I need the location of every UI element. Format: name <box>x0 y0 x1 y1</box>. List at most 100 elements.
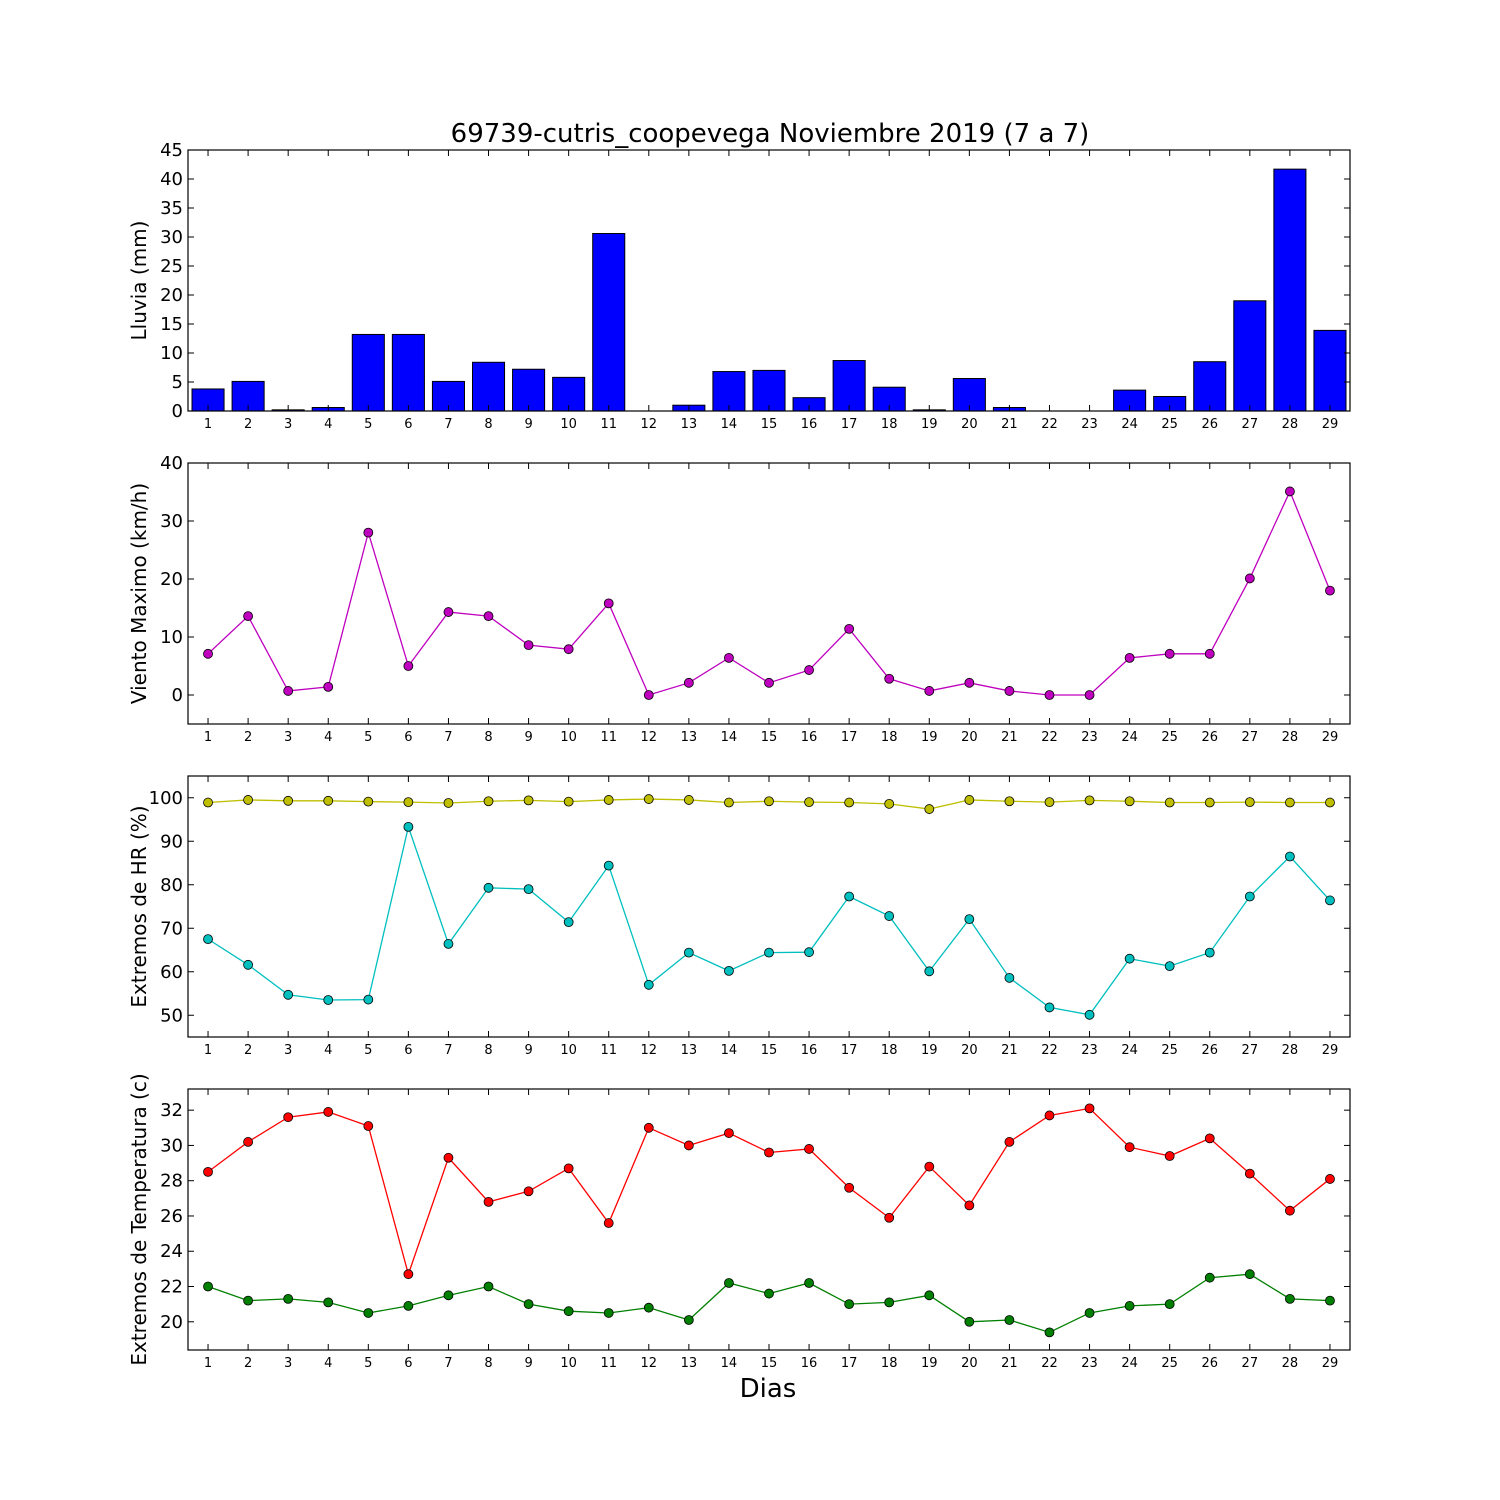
rain-y-tick-label: 40 <box>160 169 183 190</box>
wind-x-tick-label: 23 <box>1081 730 1098 745</box>
humidity-point <box>804 947 814 958</box>
humidity-point <box>483 882 494 893</box>
wind-point <box>964 677 975 688</box>
rain-bar <box>832 360 866 412</box>
wind-point <box>1285 486 1295 497</box>
temperature-point <box>884 1297 895 1308</box>
temperature-point <box>563 1306 574 1317</box>
temperature-x-tick-label: 12 <box>641 1356 658 1371</box>
temperature-point <box>363 1121 374 1131</box>
humidity-point <box>243 795 254 805</box>
rain-bar <box>1193 361 1227 412</box>
wind-x-tick-label: 12 <box>641 730 658 745</box>
temperature-x-tick-label: 22 <box>1041 1356 1058 1371</box>
wind-point <box>683 677 694 688</box>
wind-point <box>643 690 654 700</box>
temperature-point <box>523 1299 534 1310</box>
humidity-y-tick-label: 70 <box>160 918 183 939</box>
temperature-x-tick-label: 8 <box>484 1356 492 1371</box>
wind-panel: 1 2 3 4 5 6 7 8 9 10 11 12 13 14 15 16 17 18 19 20 21 22 23 24 2… <box>127 453 1351 745</box>
temperature-y-tick-label: 22 <box>160 1277 183 1298</box>
humidity-x-tick-label: 1 <box>204 1043 212 1058</box>
humidity-point <box>363 796 374 807</box>
wind-point <box>1084 690 1095 700</box>
humidity-point <box>1204 797 1215 808</box>
temperature-x-tick-label: 3 <box>284 1356 292 1371</box>
wind-x-tick-label: 25 <box>1161 730 1178 745</box>
humidity-point <box>283 795 294 806</box>
wind-x-tick-label: 20 <box>961 730 978 745</box>
temperature-point <box>1164 1151 1175 1161</box>
temperature-x-tick-label: 2 <box>244 1356 252 1371</box>
wind-x-tick-label: 24 <box>1121 730 1138 745</box>
temperature-x-tick-label: 20 <box>961 1356 978 1371</box>
temperature-point <box>323 1297 334 1308</box>
wind-point <box>243 611 254 622</box>
humidity-point <box>403 797 414 807</box>
wind-point <box>844 623 855 634</box>
temperature-x-tick-label: 5 <box>364 1356 372 1371</box>
humidity-x-tick-label: 22 <box>1041 1043 1058 1058</box>
humidity-x-tick-label: 25 <box>1161 1043 1178 1058</box>
temperature-point <box>844 1182 855 1193</box>
humidity-point <box>764 947 774 958</box>
temperature-x-tick-label: 9 <box>524 1356 532 1371</box>
temperature-x-tick-label: 19 <box>921 1356 938 1371</box>
humidity-point <box>563 917 574 928</box>
rain-x-tick-label: 2 <box>244 417 252 432</box>
wind-point <box>563 644 574 655</box>
humidity-point <box>603 860 614 871</box>
humidity-point <box>1124 796 1135 807</box>
temperature-x-tick-label: 27 <box>1242 1356 1259 1371</box>
humidity-x-tick-label: 6 <box>404 1043 412 1058</box>
rain-bar <box>712 371 746 412</box>
temperature-point <box>924 1290 935 1301</box>
humidity-point <box>483 796 494 807</box>
humidity-y-tick-label: 50 <box>160 1005 183 1026</box>
humidity-point <box>1204 947 1215 958</box>
humidity-x-tick-label: 23 <box>1081 1043 1098 1058</box>
humidity-point <box>523 884 534 894</box>
humidity-point <box>323 795 334 806</box>
humidity-point <box>724 965 734 976</box>
humidity-point <box>1325 797 1335 808</box>
humidity-point <box>563 796 574 807</box>
temperature-y-axis-label: Extremos de Temperatura (c) <box>127 1073 151 1365</box>
wind-point <box>523 640 534 651</box>
wind-x-tick-label: 6 <box>404 730 412 745</box>
wind-point <box>443 607 454 617</box>
temperature-point <box>1124 1142 1135 1153</box>
wind-x-tick-label: 14 <box>721 730 738 745</box>
temperature-point <box>724 1278 734 1288</box>
temperature-x-tick-label: 17 <box>841 1356 858 1371</box>
humidity-x-tick-label: 24 <box>1121 1043 1138 1058</box>
temperature-panel: 1 2 3 4 5 6 7 8 9 10 11 12 13 14 15 16 17 18 19 20 21 22 23 24 2… <box>127 1073 1351 1371</box>
wind-y-tick-label: 10 <box>160 627 183 648</box>
temperature-point <box>1285 1205 1295 1216</box>
humidity-point <box>844 797 855 808</box>
humidity-point <box>964 914 975 925</box>
wind-point <box>1204 648 1215 659</box>
wind-x-tick-label: 27 <box>1242 730 1259 745</box>
humidity-x-tick-label: 20 <box>961 1043 978 1058</box>
wind-x-tick-label: 22 <box>1041 730 1058 745</box>
rain-bar <box>512 368 546 412</box>
humidity-point <box>1285 797 1295 808</box>
temperature-point <box>964 1200 975 1211</box>
humidity-y-tick-label: 100 <box>149 788 183 809</box>
rain-x-tick-label: 12 <box>641 417 658 432</box>
rain-x-tick-label: 10 <box>560 417 577 432</box>
humidity-point <box>283 989 294 1000</box>
temperature-point <box>403 1269 414 1280</box>
rain-x-tick-label: 24 <box>1121 417 1138 432</box>
rain-x-tick-label: 11 <box>600 417 617 432</box>
humidity-point <box>643 794 654 804</box>
humidity-point <box>1084 1009 1095 1020</box>
humidity-point <box>203 934 213 945</box>
rain-x-tick-label: 5 <box>364 417 372 432</box>
rain-x-tick-label: 23 <box>1081 417 1098 432</box>
temperature-x-tick-label: 28 <box>1282 1356 1299 1371</box>
temperature-point <box>884 1212 895 1223</box>
wind-point <box>924 686 935 696</box>
wind-x-tick-label: 28 <box>1282 730 1299 745</box>
